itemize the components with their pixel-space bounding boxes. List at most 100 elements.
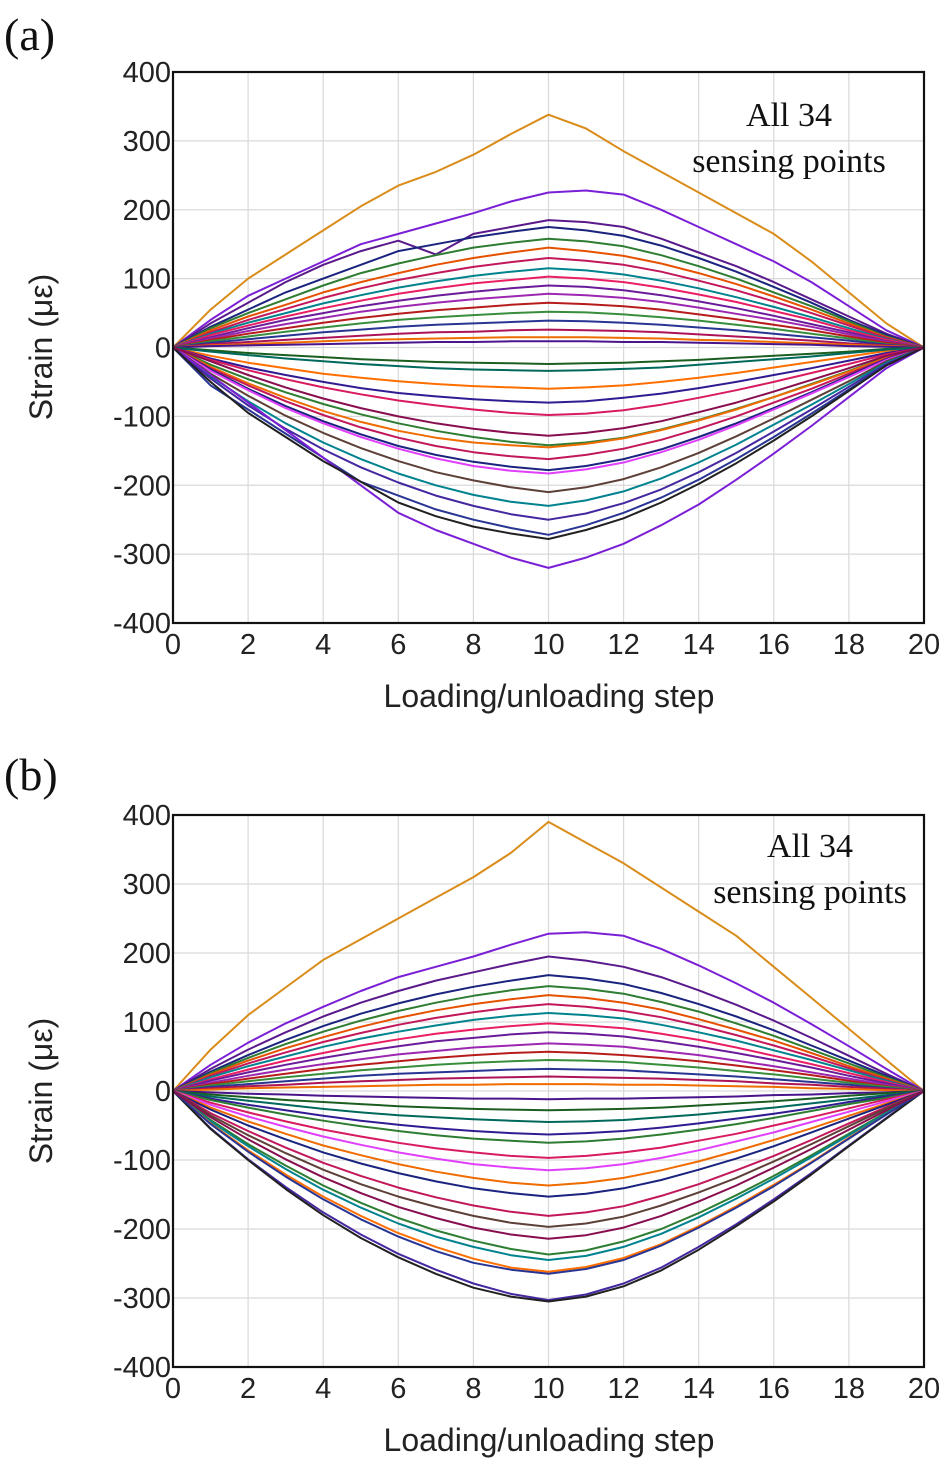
- panel-b-x-tick-label: 6: [390, 1373, 406, 1405]
- panel-a-series-line-19: [172, 346, 925, 365]
- panel-a-series-line-30: [172, 346, 925, 521]
- panel-a-series-line-28: [172, 346, 925, 494]
- panel-a-annotation-line2: sensing points: [692, 143, 886, 180]
- panel-a-x-tick-label: 10: [532, 629, 564, 661]
- panel-b-series-line-23: [172, 1090, 925, 1172]
- panel-b-series-line-17: [172, 1090, 925, 1101]
- panel-b-annotation-line2: sensing points: [713, 874, 907, 911]
- panel-a-series: [172, 113, 925, 569]
- panel-a-y-tick-label: 200: [123, 195, 171, 227]
- panel-b-y-tick-label: -400: [113, 1352, 171, 1384]
- panel-b-x-tick-label: 4: [315, 1373, 331, 1405]
- panel-b-series-line-32: [172, 1090, 925, 1303]
- panel-b: (b) 400 300 200 100 0 -100 -200 -300 -400 0 2 4 6 8 1…: [4, 749, 940, 1458]
- panel-b-series-line-19: [172, 1090, 925, 1123]
- panel-b-series-line-9: [172, 1022, 925, 1092]
- panel-b-series-line-13: [172, 1059, 925, 1092]
- panel-b-label: (b): [4, 749, 58, 800]
- panel-a-y-tick-label: -300: [113, 539, 171, 571]
- panel-b-y-tick-label: 200: [123, 938, 171, 970]
- panel-b-x-tick-label: 16: [758, 1373, 790, 1405]
- panel-a-y-tick-labels: 400 300 200 100 0 -100 -200 -300 -400: [113, 57, 171, 640]
- panel-a-x-tick-label: 12: [607, 629, 639, 661]
- panel-b-series-line-8: [172, 1012, 925, 1092]
- panel-a-plot-frame: [171, 70, 926, 625]
- panel-a-series-line-5: [172, 237, 925, 349]
- panel-b-series-line-25: [172, 1090, 925, 1198]
- panel-b-series-line-18: [172, 1090, 925, 1112]
- panel-a-series-line-10: [172, 284, 925, 349]
- panel-a-y-tick-label: -100: [113, 401, 171, 433]
- panel-b-x-tick-labels: 0 2 4 6 8 10 12 14 16 18 20: [165, 1373, 940, 1405]
- panel-a-annotation-line1: All 34: [746, 97, 832, 134]
- panel-b-series-line-4: [172, 974, 925, 1092]
- panel-a-x-tick-labels: 0 2 4 6 8 10 12 14 16 18 20: [165, 629, 940, 661]
- panel-a-x-tick-label: 6: [390, 629, 406, 661]
- panel-b-y-tick-label: 400: [123, 800, 171, 832]
- panel-a-series-line-21: [172, 346, 925, 404]
- panel-b-y-tick-label: -200: [113, 1214, 171, 1246]
- panel-a-series-line-14: [172, 319, 925, 349]
- panel-a-series-line-29: [172, 346, 925, 507]
- panel-b-series-line-14: [172, 1067, 925, 1092]
- panel-a-series-line-9: [172, 275, 925, 349]
- panel-a-y-tick-label: 300: [123, 126, 171, 158]
- panel-b-series-line-20: [172, 1090, 925, 1136]
- panel-a-series-line-11: [172, 292, 925, 349]
- panel-b-annotation-line1: All 34: [767, 828, 853, 865]
- panel-b-x-axis-title: Loading/unloading step: [384, 1422, 715, 1458]
- panel-a-x-tick-label: 16: [758, 629, 790, 661]
- panel-b-x-tick-label: 10: [532, 1373, 564, 1405]
- panel-b-series-line-11: [172, 1042, 925, 1092]
- panel-a-series-line-24: [172, 346, 925, 449]
- panel-a-x-tick-label: 8: [465, 629, 481, 661]
- panel-a-series-line-34: [172, 346, 925, 437]
- panel-b-series-line-15: [172, 1075, 925, 1092]
- panel-b-y-tick-label: 100: [123, 1007, 171, 1039]
- panel-a-y-tick-label: 0: [155, 333, 171, 365]
- panel-a-x-tick-label: 4: [315, 629, 331, 661]
- panel-b-series: [172, 820, 925, 1303]
- panel-b-y-tick-label: 300: [123, 869, 171, 901]
- panel-b-series-line-22: [172, 1090, 925, 1159]
- panel-a-y-tick-label: -200: [113, 470, 171, 502]
- panel-a-grid: [172, 71, 925, 624]
- panel-b-series-line-34: [172, 1090, 925, 1240]
- panel-b-series-line-31: [172, 1090, 925, 1302]
- panel-a-series-line-3: [172, 219, 925, 349]
- panel-b-x-tick-label: 12: [607, 1373, 639, 1405]
- panel-b-y-tick-label: -300: [113, 1283, 171, 1315]
- panel-b-series-line-7: [172, 1003, 925, 1092]
- panel-a-series-line-12: [172, 301, 925, 349]
- panel-a-series-line-27: [172, 346, 925, 475]
- panel-a-x-tick-label: 0: [165, 629, 181, 661]
- panel-a-series-line-20: [172, 346, 925, 372]
- panel-a-series-line-25: [172, 346, 925, 461]
- panel-a-y-tick-label: -400: [113, 608, 171, 640]
- panel-a-series-line-31: [172, 346, 925, 536]
- panel-a-series-line-2: [172, 189, 925, 349]
- panel-a-series-line-26: [172, 346, 925, 472]
- panel-a-x-tick-label: 14: [683, 629, 715, 661]
- panel-b-x-tick-label: 2: [240, 1373, 256, 1405]
- panel-b-y-tick-label: -100: [113, 1145, 171, 1177]
- panel-a-series-line-33: [172, 346, 925, 540]
- panel-b-y-tick-labels: 400 300 200 100 0 -100 -200 -300 -400: [113, 800, 171, 1384]
- panel-b-series-line-26: [172, 1090, 925, 1217]
- panel-a-x-tick-label: 2: [240, 629, 256, 661]
- panel-a-y-axis-title: Strain (με): [23, 274, 59, 421]
- panel-b-series-line-27: [172, 1090, 925, 1228]
- panel-a-series-line-32: [172, 346, 925, 569]
- panel-a-series-line-1: [172, 113, 925, 349]
- panel-a-series-line-17: [172, 340, 925, 349]
- panel-b-x-tick-label: 14: [683, 1373, 715, 1405]
- panel-b-series-line-10: [172, 1031, 925, 1092]
- panel-a-series-line-4: [172, 226, 925, 349]
- panel-a-series-line-16: [172, 336, 925, 349]
- panel-a-x-axis-title: Loading/unloading step: [384, 678, 715, 714]
- panel-b-x-tick-label: 20: [908, 1373, 940, 1405]
- panel-b-series-line-16: [172, 1083, 925, 1092]
- panel-b-y-axis-title: Strain (με): [23, 1018, 59, 1165]
- panel-b-series-line-33: [172, 1090, 925, 1275]
